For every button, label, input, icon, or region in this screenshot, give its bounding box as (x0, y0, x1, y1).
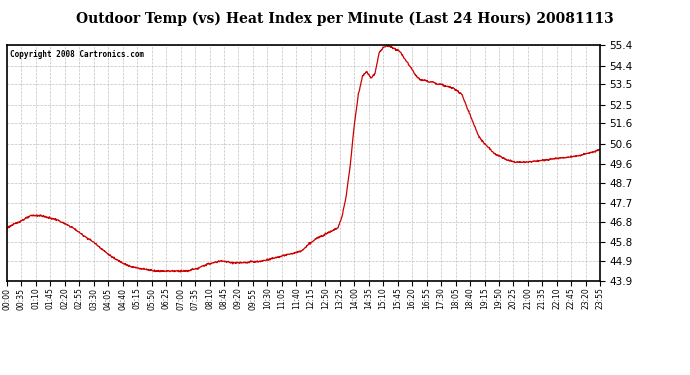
Text: Outdoor Temp (vs) Heat Index per Minute (Last 24 Hours) 20081113: Outdoor Temp (vs) Heat Index per Minute … (76, 11, 614, 26)
Text: Copyright 2008 Cartronics.com: Copyright 2008 Cartronics.com (10, 50, 144, 59)
